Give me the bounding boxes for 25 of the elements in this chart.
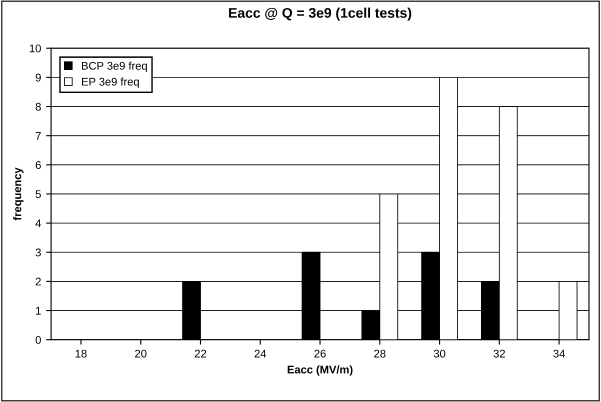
x-tick-label: 18 <box>76 350 87 358</box>
y-tick-label: 7 <box>36 132 41 140</box>
x-tick-label: 24 <box>254 350 266 358</box>
x-tick-label: 30 <box>434 350 446 358</box>
legend-label: BCP 3e9 freq <box>82 62 147 72</box>
x-tick-label: 34 <box>553 350 565 358</box>
y-tick-label: 2 <box>36 278 41 286</box>
x-tick-label: 28 <box>374 350 386 358</box>
y-tick-label: 9 <box>36 74 41 82</box>
y-tick-label: 5 <box>36 190 41 198</box>
x-tick-label: 22 <box>194 350 206 358</box>
x-axis-title: Eacc (MV/m) <box>288 365 353 376</box>
y-tick-label: 0 <box>36 336 41 344</box>
y-tick-label: 8 <box>36 102 41 111</box>
y-tick-label: 3 <box>36 248 41 256</box>
y-tick-label: 4 <box>35 219 42 228</box>
x-tick-label: 26 <box>314 350 326 358</box>
y-axis-title: frequency <box>13 167 24 220</box>
legend-label: EP 3e9 freq <box>82 78 139 88</box>
x-tick-label: 32 <box>494 350 505 358</box>
y-tick-label: 10 <box>30 44 41 52</box>
y-tick-label: 6 <box>36 161 41 169</box>
chart-title: Eacc @ Q = 3e9 (1cell tests) <box>229 8 412 21</box>
y-tick-label: 1 <box>36 306 41 315</box>
x-tick-label: 20 <box>135 350 146 358</box>
